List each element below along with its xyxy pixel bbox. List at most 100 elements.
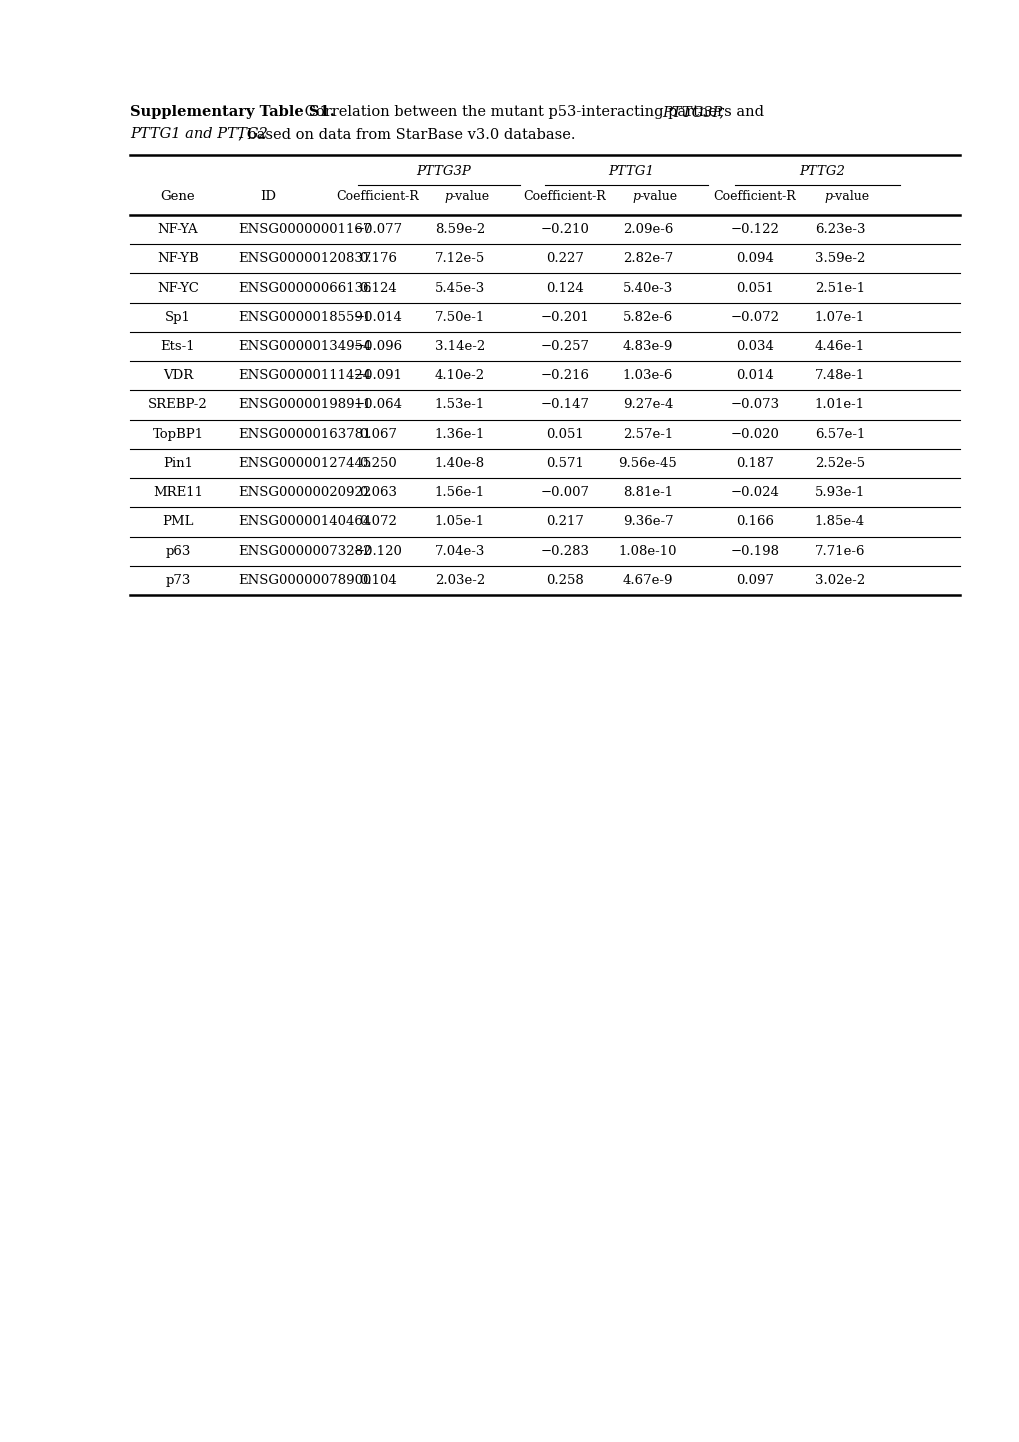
Text: 1.56e-1: 1.56e-1 <box>434 486 485 499</box>
Text: ENSG00000127445: ENSG00000127445 <box>237 457 371 470</box>
Text: 0.571: 0.571 <box>545 457 583 470</box>
Text: −0.257: −0.257 <box>540 340 589 353</box>
Text: , based on data from StarBase v3.0 database.: , based on data from StarBase v3.0 datab… <box>237 127 575 141</box>
Text: ENSG00000185591: ENSG00000185591 <box>237 311 371 324</box>
Text: ENSG00000163781: ENSG00000163781 <box>237 428 371 441</box>
Text: −0.216: −0.216 <box>540 369 589 382</box>
Text: 1.53e-1: 1.53e-1 <box>434 398 485 411</box>
Text: ENSG00000020922: ENSG00000020922 <box>237 486 371 499</box>
Text: 1.40e-8: 1.40e-8 <box>434 457 485 470</box>
Text: −0.147: −0.147 <box>540 398 589 411</box>
Text: 7.04e-3: 7.04e-3 <box>434 545 485 558</box>
Text: −0.122: −0.122 <box>730 224 779 236</box>
Text: 7.12e-5: 7.12e-5 <box>434 252 485 265</box>
Text: ENSG00000001167: ENSG00000001167 <box>237 224 371 236</box>
Text: 4.10e-2: 4.10e-2 <box>434 369 485 382</box>
Text: 1.08e-10: 1.08e-10 <box>619 545 677 558</box>
Text: 1.07e-1: 1.07e-1 <box>814 311 864 324</box>
Text: 0.067: 0.067 <box>359 428 396 441</box>
Text: 5.40e-3: 5.40e-3 <box>623 281 673 294</box>
Text: ENSG00000198911: ENSG00000198911 <box>237 398 371 411</box>
Text: MRE11: MRE11 <box>153 486 203 499</box>
Text: 0.051: 0.051 <box>545 428 583 441</box>
Text: ENSG00000120837: ENSG00000120837 <box>237 252 371 265</box>
Text: 2.57e-1: 2.57e-1 <box>623 428 673 441</box>
Text: ENSG00000111424: ENSG00000111424 <box>237 369 371 382</box>
Text: Pin1: Pin1 <box>163 457 193 470</box>
Text: 1.03e-6: 1.03e-6 <box>623 369 673 382</box>
Text: 5.82e-6: 5.82e-6 <box>623 311 673 324</box>
Text: 0.124: 0.124 <box>545 281 583 294</box>
Text: −0.073: −0.073 <box>730 398 779 411</box>
Text: 2.03e-2: 2.03e-2 <box>434 574 485 587</box>
Text: 0.250: 0.250 <box>359 457 396 470</box>
Text: PTTG1 and PTTG2: PTTG1 and PTTG2 <box>129 127 268 141</box>
Text: Gene: Gene <box>161 190 195 203</box>
Text: PTTG3P,: PTTG3P, <box>661 105 723 120</box>
Text: −0.283: −0.283 <box>540 545 589 558</box>
Text: 3.02e-2: 3.02e-2 <box>814 574 864 587</box>
Text: 7.48e-1: 7.48e-1 <box>814 369 864 382</box>
Text: 1.85e-4: 1.85e-4 <box>814 515 864 528</box>
Text: ENSG00000134954: ENSG00000134954 <box>237 340 371 353</box>
Text: −0.077: −0.077 <box>354 224 403 236</box>
Text: ENSG00000073282: ENSG00000073282 <box>237 545 371 558</box>
Text: Correlation between the mutant p53-interacting partners and: Correlation between the mutant p53-inter… <box>300 105 768 120</box>
Text: 0.187: 0.187 <box>736 457 773 470</box>
Text: -value: -value <box>639 190 678 203</box>
Text: NF-YC: NF-YC <box>157 281 199 294</box>
Text: 3.59e-2: 3.59e-2 <box>814 252 864 265</box>
Text: 4.83e-9: 4.83e-9 <box>623 340 673 353</box>
Text: 0.166: 0.166 <box>736 515 773 528</box>
Text: 2.51e-1: 2.51e-1 <box>814 281 864 294</box>
Text: 0.051: 0.051 <box>736 281 773 294</box>
Text: 0.258: 0.258 <box>545 574 583 587</box>
Text: −0.210: −0.210 <box>540 224 589 236</box>
Text: Ets-1: Ets-1 <box>161 340 195 353</box>
Text: −0.020: −0.020 <box>730 428 779 441</box>
Text: −0.024: −0.024 <box>730 486 779 499</box>
Text: 0.072: 0.072 <box>359 515 396 528</box>
Text: 0.124: 0.124 <box>359 281 396 294</box>
Text: 5.45e-3: 5.45e-3 <box>434 281 485 294</box>
Text: p: p <box>632 190 639 203</box>
Text: 1.05e-1: 1.05e-1 <box>434 515 485 528</box>
Text: −0.096: −0.096 <box>354 340 403 353</box>
Text: 6.23e-3: 6.23e-3 <box>814 224 864 236</box>
Text: Supplementary Table S1.: Supplementary Table S1. <box>129 105 334 120</box>
Text: −0.198: −0.198 <box>730 545 779 558</box>
Text: 6.57e-1: 6.57e-1 <box>814 428 864 441</box>
Text: p73: p73 <box>165 574 191 587</box>
Text: 2.82e-7: 2.82e-7 <box>623 252 673 265</box>
Text: p63: p63 <box>165 545 191 558</box>
Text: 8.81e-1: 8.81e-1 <box>623 486 673 499</box>
Text: ENSG00000066136: ENSG00000066136 <box>237 281 371 294</box>
Text: 0.094: 0.094 <box>736 252 773 265</box>
Text: 2.52e-5: 2.52e-5 <box>814 457 864 470</box>
Text: 0.014: 0.014 <box>736 369 773 382</box>
Text: 8.59e-2: 8.59e-2 <box>434 224 485 236</box>
Text: ENSG00000140464: ENSG00000140464 <box>237 515 371 528</box>
Text: 0.063: 0.063 <box>359 486 396 499</box>
Text: Coefficient-R: Coefficient-R <box>336 190 419 203</box>
Text: 3.14e-2: 3.14e-2 <box>434 340 485 353</box>
Text: 1.36e-1: 1.36e-1 <box>434 428 485 441</box>
Text: −0.007: −0.007 <box>540 486 589 499</box>
Text: Coefficient-R: Coefficient-R <box>523 190 605 203</box>
Text: VDR: VDR <box>163 369 193 382</box>
Text: −0.064: −0.064 <box>354 398 403 411</box>
Text: 9.27e-4: 9.27e-4 <box>623 398 673 411</box>
Text: 0.217: 0.217 <box>545 515 583 528</box>
Text: PTTG3P: PTTG3P <box>416 164 471 177</box>
Text: 5.93e-1: 5.93e-1 <box>814 486 864 499</box>
Text: ID: ID <box>260 190 276 203</box>
Text: Sp1: Sp1 <box>165 311 191 324</box>
Text: 4.67e-9: 4.67e-9 <box>623 574 673 587</box>
Text: p: p <box>443 190 451 203</box>
Text: 0.176: 0.176 <box>359 252 396 265</box>
Text: 9.56e-45: 9.56e-45 <box>618 457 677 470</box>
Text: TopBP1: TopBP1 <box>152 428 204 441</box>
Text: -value: -value <box>832 190 869 203</box>
Text: −0.072: −0.072 <box>730 311 779 324</box>
Text: PTTG2: PTTG2 <box>799 164 845 177</box>
